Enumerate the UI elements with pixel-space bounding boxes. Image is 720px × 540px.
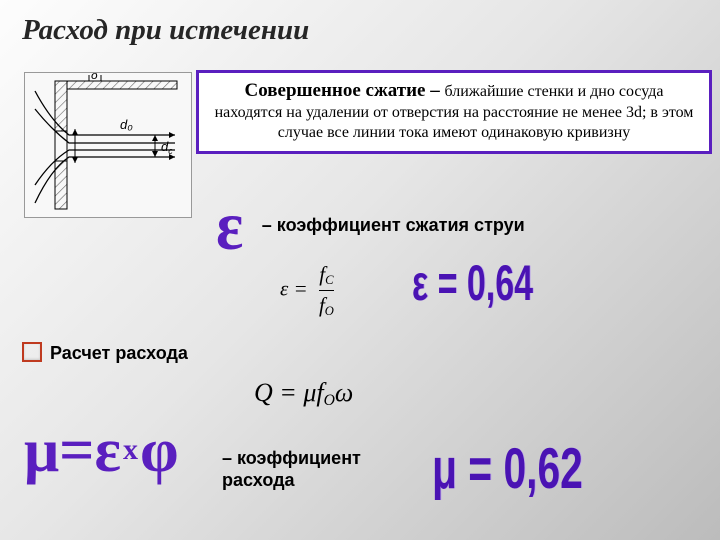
epsilon-row: ε – коэффициент сжатия струи	[216, 200, 696, 260]
svg-text:dc: dc	[161, 139, 173, 156]
eps-numer: fC	[319, 262, 334, 288]
epsilon-symbol: ε	[216, 197, 243, 253]
page-title: Расход при истечении	[22, 14, 309, 47]
mu-label: – коэффициентрасхода	[222, 448, 361, 491]
jet-contraction-diagram: δ d₀ dc	[24, 72, 192, 218]
mu-value: μ = 0,62	[432, 437, 583, 503]
q-formula: Q = μfOω	[254, 378, 353, 410]
definition-callout: Совершенное сжатие – ближайшие стенки и …	[196, 70, 712, 154]
epsilon-label: – коэффициент сжатия струи	[262, 215, 525, 236]
svg-text:d₀: d₀	[120, 117, 133, 132]
callout-lead: Совершенное сжатие –	[245, 80, 445, 101]
eps-denom: fO	[319, 293, 334, 319]
section-heading: Расчет расхода	[22, 342, 188, 364]
bullet-icon	[22, 342, 42, 362]
section-text: Расчет расхода	[50, 343, 188, 363]
epsilon-value: ε = 0,64	[412, 256, 533, 312]
svg-text:δ: δ	[91, 73, 98, 82]
eps-lhs: ε =	[280, 276, 308, 300]
mu-equation: μ=εxφ	[24, 420, 179, 482]
epsilon-formula: ε = fC fO	[280, 262, 334, 319]
